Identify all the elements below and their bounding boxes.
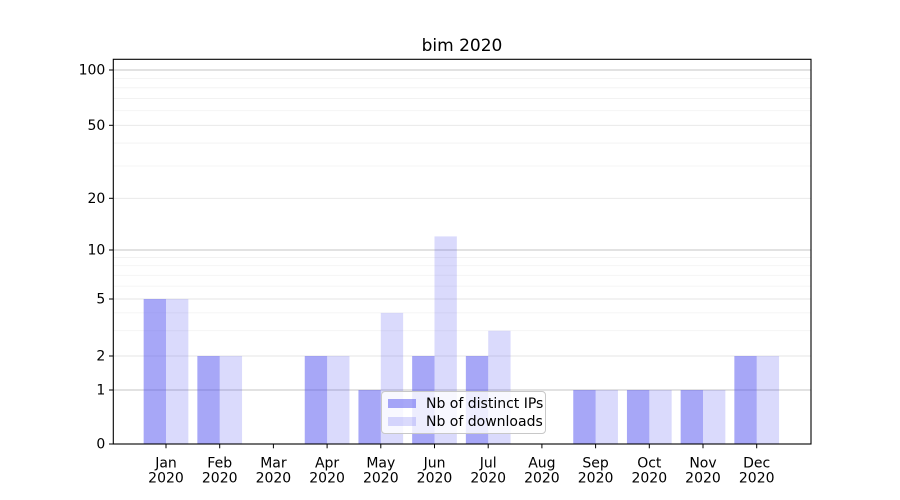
bar-downloads-oct: [649, 390, 672, 444]
bar-downloads-feb: [219, 356, 243, 444]
x-tick-label-month: Nov: [689, 456, 716, 472]
x-tick-label-month: Jun: [423, 456, 446, 472]
bar-distinct-ips-sep: [573, 390, 596, 444]
y-tick-label: 10: [87, 243, 105, 259]
y-tick-label: 20: [87, 191, 105, 207]
legend-swatch-distinct-ips: [388, 399, 416, 408]
legend-label-distinct-ips: Nb of distinct IPs: [426, 395, 544, 412]
bar-downloads-nov: [703, 390, 726, 444]
axes-frame: [112, 58, 812, 445]
x-tick-label-year: 2020: [470, 471, 506, 487]
legend-item-distinct-ips: Nb of distinct IPs: [388, 395, 543, 413]
y-tick-label: 50: [87, 118, 105, 134]
bar-distinct-ips-oct: [626, 390, 650, 444]
bar-downloads-dec: [756, 356, 780, 444]
x-tick-label-year: 2020: [631, 471, 667, 487]
x-tick-label-month: Mar: [260, 456, 287, 472]
bar-downloads-sep: [595, 390, 618, 444]
y-tick-label: 1: [96, 383, 105, 399]
x-tick-label-year: 2020: [309, 471, 345, 487]
x-tick-label-month: Jan: [154, 456, 177, 472]
x-tick-label-month: Dec: [743, 456, 770, 472]
x-tick-label-month: May: [366, 456, 395, 472]
legend-swatch-downloads: [388, 417, 416, 426]
legend: Nb of distinct IPs Nb of downloads: [381, 391, 546, 434]
x-tick-label-month: Aug: [528, 456, 555, 472]
legend-item-downloads: Nb of downloads: [388, 413, 543, 431]
bar-downloads-jan: [166, 299, 189, 444]
legend-label-downloads: Nb of downloads: [426, 413, 543, 430]
bar-distinct-ips-dec: [734, 356, 757, 444]
chart-title: bim 2020: [421, 36, 503, 56]
x-tick-label-year: 2020: [148, 471, 184, 487]
x-tick-label-month: Jul: [479, 456, 497, 472]
x-tick-label-year: 2020: [685, 471, 721, 487]
y-tick-label: 2: [96, 349, 105, 365]
x-tick-label-month: Sep: [582, 456, 609, 472]
x-tick-label-month: Feb: [207, 456, 232, 472]
y-tick-label: 100: [79, 63, 106, 79]
bar-distinct-ips-nov: [680, 390, 703, 444]
bar-downloads-apr: [327, 356, 350, 444]
bar-distinct-ips-feb: [197, 356, 220, 444]
x-tick-label-year: 2020: [578, 471, 614, 487]
x-tick-label-year: 2020: [524, 471, 560, 487]
x-tick-label-year: 2020: [417, 471, 453, 487]
bar-distinct-ips-jan: [143, 299, 166, 444]
x-tick-label-month: Oct: [637, 456, 662, 472]
x-tick-label-year: 2020: [202, 471, 238, 487]
bar-distinct-ips-apr: [304, 356, 328, 444]
y-tick-label: 5: [96, 292, 105, 308]
x-tick-label-year: 2020: [363, 471, 399, 487]
x-tick-label-year: 2020: [256, 471, 292, 487]
y-tick-label: 0: [96, 437, 105, 453]
x-tick-label-year: 2020: [739, 471, 775, 487]
bar-distinct-ips-may: [358, 390, 381, 444]
x-tick-label-month: Apr: [315, 456, 339, 472]
